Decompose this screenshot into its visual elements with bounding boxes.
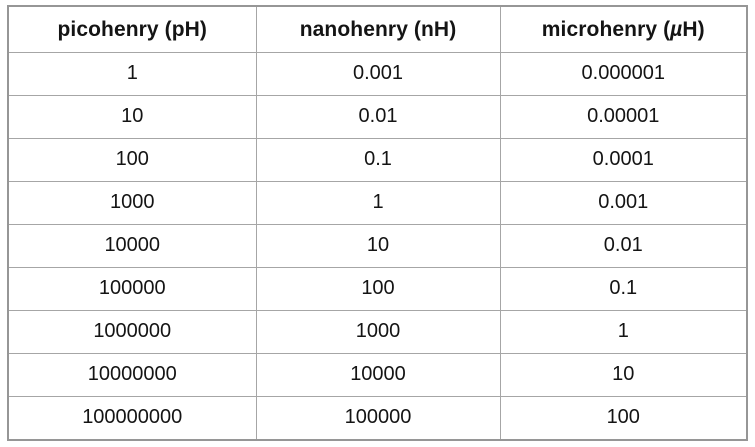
table-row: 10 0.01 0.00001 xyxy=(7,94,748,139)
table-cell-picohenry: 100 xyxy=(7,137,257,182)
header-row: picohenry (pH) nanohenry (nH) microhenry… xyxy=(7,5,748,53)
table-cell-microhenry: 0.0001 xyxy=(499,137,748,182)
henry-unit-conversion-table: picohenry (pH) nanohenry (nH) microhenry… xyxy=(7,5,748,441)
table-cell-picohenry: 1000 xyxy=(7,180,257,225)
header-cell-microhenry: microhenry (µH) xyxy=(499,5,748,53)
table-cell-nanohenry: 1 xyxy=(255,180,501,225)
table-row: 100 0.1 0.0001 xyxy=(7,137,748,182)
table-cell-picohenry: 10000000 xyxy=(7,352,257,397)
table-cell-microhenry: 1 xyxy=(499,309,748,354)
table-cell-microhenry: 0.01 xyxy=(499,223,748,268)
table-cell-microhenry: 0.001 xyxy=(499,180,748,225)
table-cell-microhenry: 10 xyxy=(499,352,748,397)
table-cell-microhenry: 100 xyxy=(499,395,748,441)
table-row: 10000000 10000 10 xyxy=(7,352,748,397)
table-cell-microhenry: 0.00001 xyxy=(499,94,748,139)
table-cell-picohenry: 100000000 xyxy=(7,395,257,441)
table-cell-picohenry: 10 xyxy=(7,94,257,139)
table-cell-picohenry: 1 xyxy=(7,52,257,96)
table-cell-nanohenry: 0.001 xyxy=(255,52,501,96)
table-cell-nanohenry: 100000 xyxy=(255,395,501,441)
table-cell-microhenry: 0.000001 xyxy=(499,52,748,96)
header-microhenry-prefix: microhenry ( xyxy=(541,17,671,41)
table-row: 1000 1 0.001 xyxy=(7,180,748,225)
table-cell-nanohenry: 0.01 xyxy=(255,94,501,139)
table-row: 100000 100 0.1 xyxy=(7,266,748,311)
table-cell-microhenry: 0.1 xyxy=(499,266,748,311)
header-cell-picohenry: picohenry (pH) xyxy=(7,5,257,53)
mu-symbol: µ xyxy=(670,17,683,41)
table-cell-nanohenry: 0.1 xyxy=(255,137,501,182)
table-cell-picohenry: 1000000 xyxy=(7,309,257,354)
conversion-table-container: picohenry (pH) nanohenry (nH) microhenry… xyxy=(7,5,748,441)
table-row: 100000000 100000 100 xyxy=(7,395,748,441)
table-cell-nanohenry: 1000 xyxy=(255,309,501,354)
table-cell-picohenry: 100000 xyxy=(7,266,257,311)
table-cell-nanohenry: 10000 xyxy=(255,352,501,397)
table-cell-nanohenry: 10 xyxy=(255,223,501,268)
table-cell-nanohenry: 100 xyxy=(255,266,501,311)
header-cell-nanohenry: nanohenry (nH) xyxy=(255,5,501,53)
table-header: picohenry (pH) nanohenry (nH) microhenry… xyxy=(7,5,748,53)
header-microhenry-suffix: H) xyxy=(682,17,705,41)
table-row: 1 0.001 0.000001 xyxy=(7,52,748,96)
table-row: 10000 10 0.01 xyxy=(7,223,748,268)
table-row: 1000000 1000 1 xyxy=(7,309,748,354)
table-cell-picohenry: 10000 xyxy=(7,223,257,268)
table-body: 1 0.001 0.000001 10 0.01 0.00001 100 0.1… xyxy=(7,52,748,441)
